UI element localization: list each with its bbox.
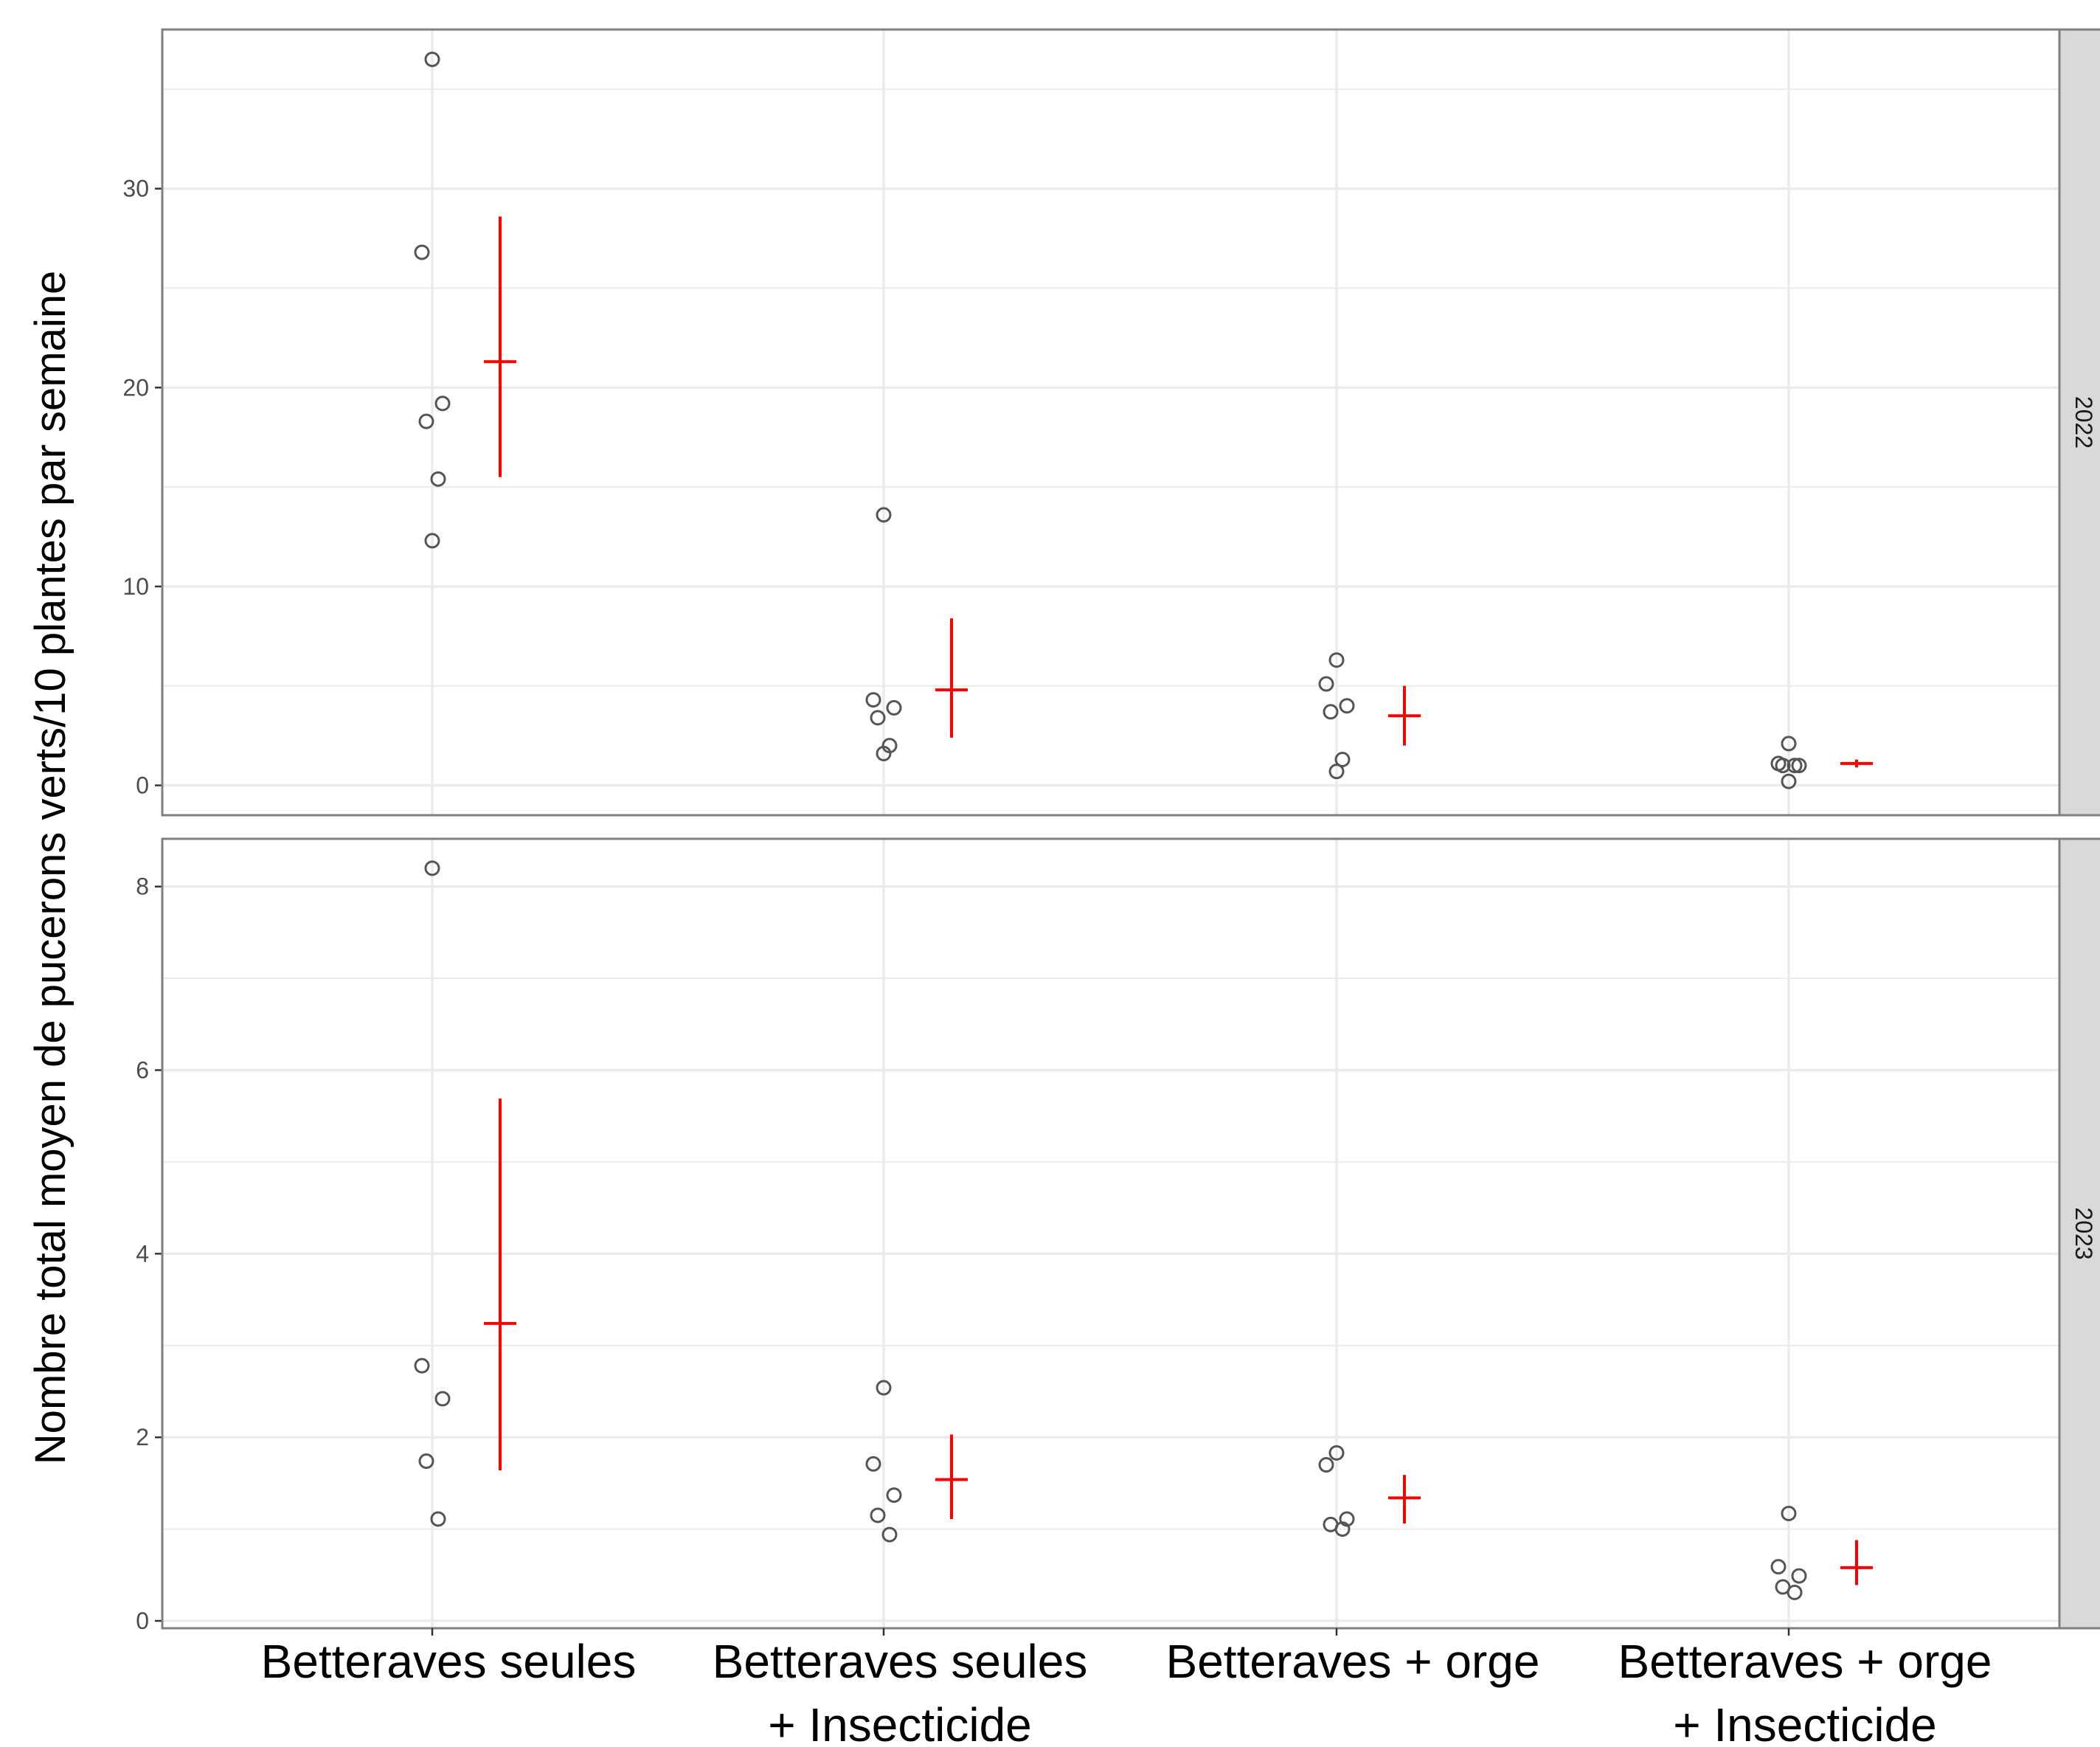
y-tick-label: 30 — [122, 176, 149, 202]
data-point — [1781, 1505, 1797, 1521]
y-tick-label: 0 — [136, 1608, 149, 1634]
y-axis-title: Nombre total moyen de pucerons verts/10 … — [27, 271, 74, 1464]
data-point — [876, 745, 892, 761]
y-tick-label: 8 — [136, 874, 149, 900]
data-point — [1781, 773, 1797, 789]
x-category-label: Betteraves + orge — [1618, 1635, 1992, 1688]
data-point — [1787, 758, 1803, 774]
x-category-label: Betteraves seules — [261, 1635, 637, 1688]
facet-strip — [2058, 28, 2100, 817]
data-point — [414, 244, 430, 260]
data-point — [1334, 1521, 1351, 1537]
data-point — [1339, 698, 1355, 714]
data-point — [870, 1507, 886, 1523]
data-point — [870, 710, 886, 726]
data-point — [1328, 652, 1345, 668]
data-point — [1328, 764, 1345, 780]
y-tick-label: 4 — [136, 1240, 149, 1267]
data-point — [1318, 676, 1334, 692]
data-point — [1791, 1568, 1807, 1584]
y-tick-label: 6 — [136, 1057, 149, 1084]
data-point — [424, 860, 440, 876]
x-category-label: + Insecticide — [768, 1698, 1032, 1747]
data-point — [886, 1487, 902, 1504]
data-point — [876, 1380, 892, 1396]
panel-2023: 0 2 4 6 8 2023 — [136, 837, 2100, 1634]
data-point — [1328, 1445, 1345, 1461]
data-point — [881, 1526, 898, 1543]
x-category-label: + Insecticide — [1673, 1698, 1937, 1747]
data-point — [886, 699, 902, 716]
data-point — [434, 395, 451, 412]
data-point — [865, 692, 881, 708]
data-point — [865, 1456, 881, 1472]
data-point — [1791, 758, 1807, 774]
data-point — [1334, 752, 1351, 768]
data-point — [1770, 1559, 1787, 1575]
data-point — [414, 1357, 430, 1374]
data-point — [1318, 1457, 1334, 1473]
facet-strip — [2058, 837, 2100, 1630]
data-point — [430, 471, 446, 487]
y-tick-label: 0 — [136, 772, 149, 799]
data-point — [1323, 704, 1339, 720]
data-point — [418, 1453, 434, 1470]
data-point — [1775, 758, 1791, 774]
y-tick-label: 20 — [122, 374, 149, 401]
data-point — [424, 51, 440, 67]
panel-2022: 0 10 20 30 2022 — [122, 28, 2100, 817]
x-category-label: Betteraves + orge — [1166, 1635, 1540, 1688]
y-tick-label: 10 — [122, 573, 149, 600]
panel-background — [162, 30, 2059, 815]
x-category-label: Betteraves seules — [713, 1635, 1088, 1688]
y-tick-label: 2 — [136, 1424, 149, 1450]
facet-strip-label: 2023 — [2070, 1207, 2097, 1259]
data-point — [424, 533, 440, 549]
data-point — [876, 507, 892, 523]
data-point — [430, 1511, 446, 1527]
data-point — [434, 1391, 451, 1407]
data-point — [1781, 736, 1797, 752]
data-point — [418, 413, 434, 429]
facet-strip-label: 2022 — [2070, 396, 2097, 449]
data-point — [1787, 1584, 1803, 1600]
panel-background — [162, 839, 2059, 1628]
